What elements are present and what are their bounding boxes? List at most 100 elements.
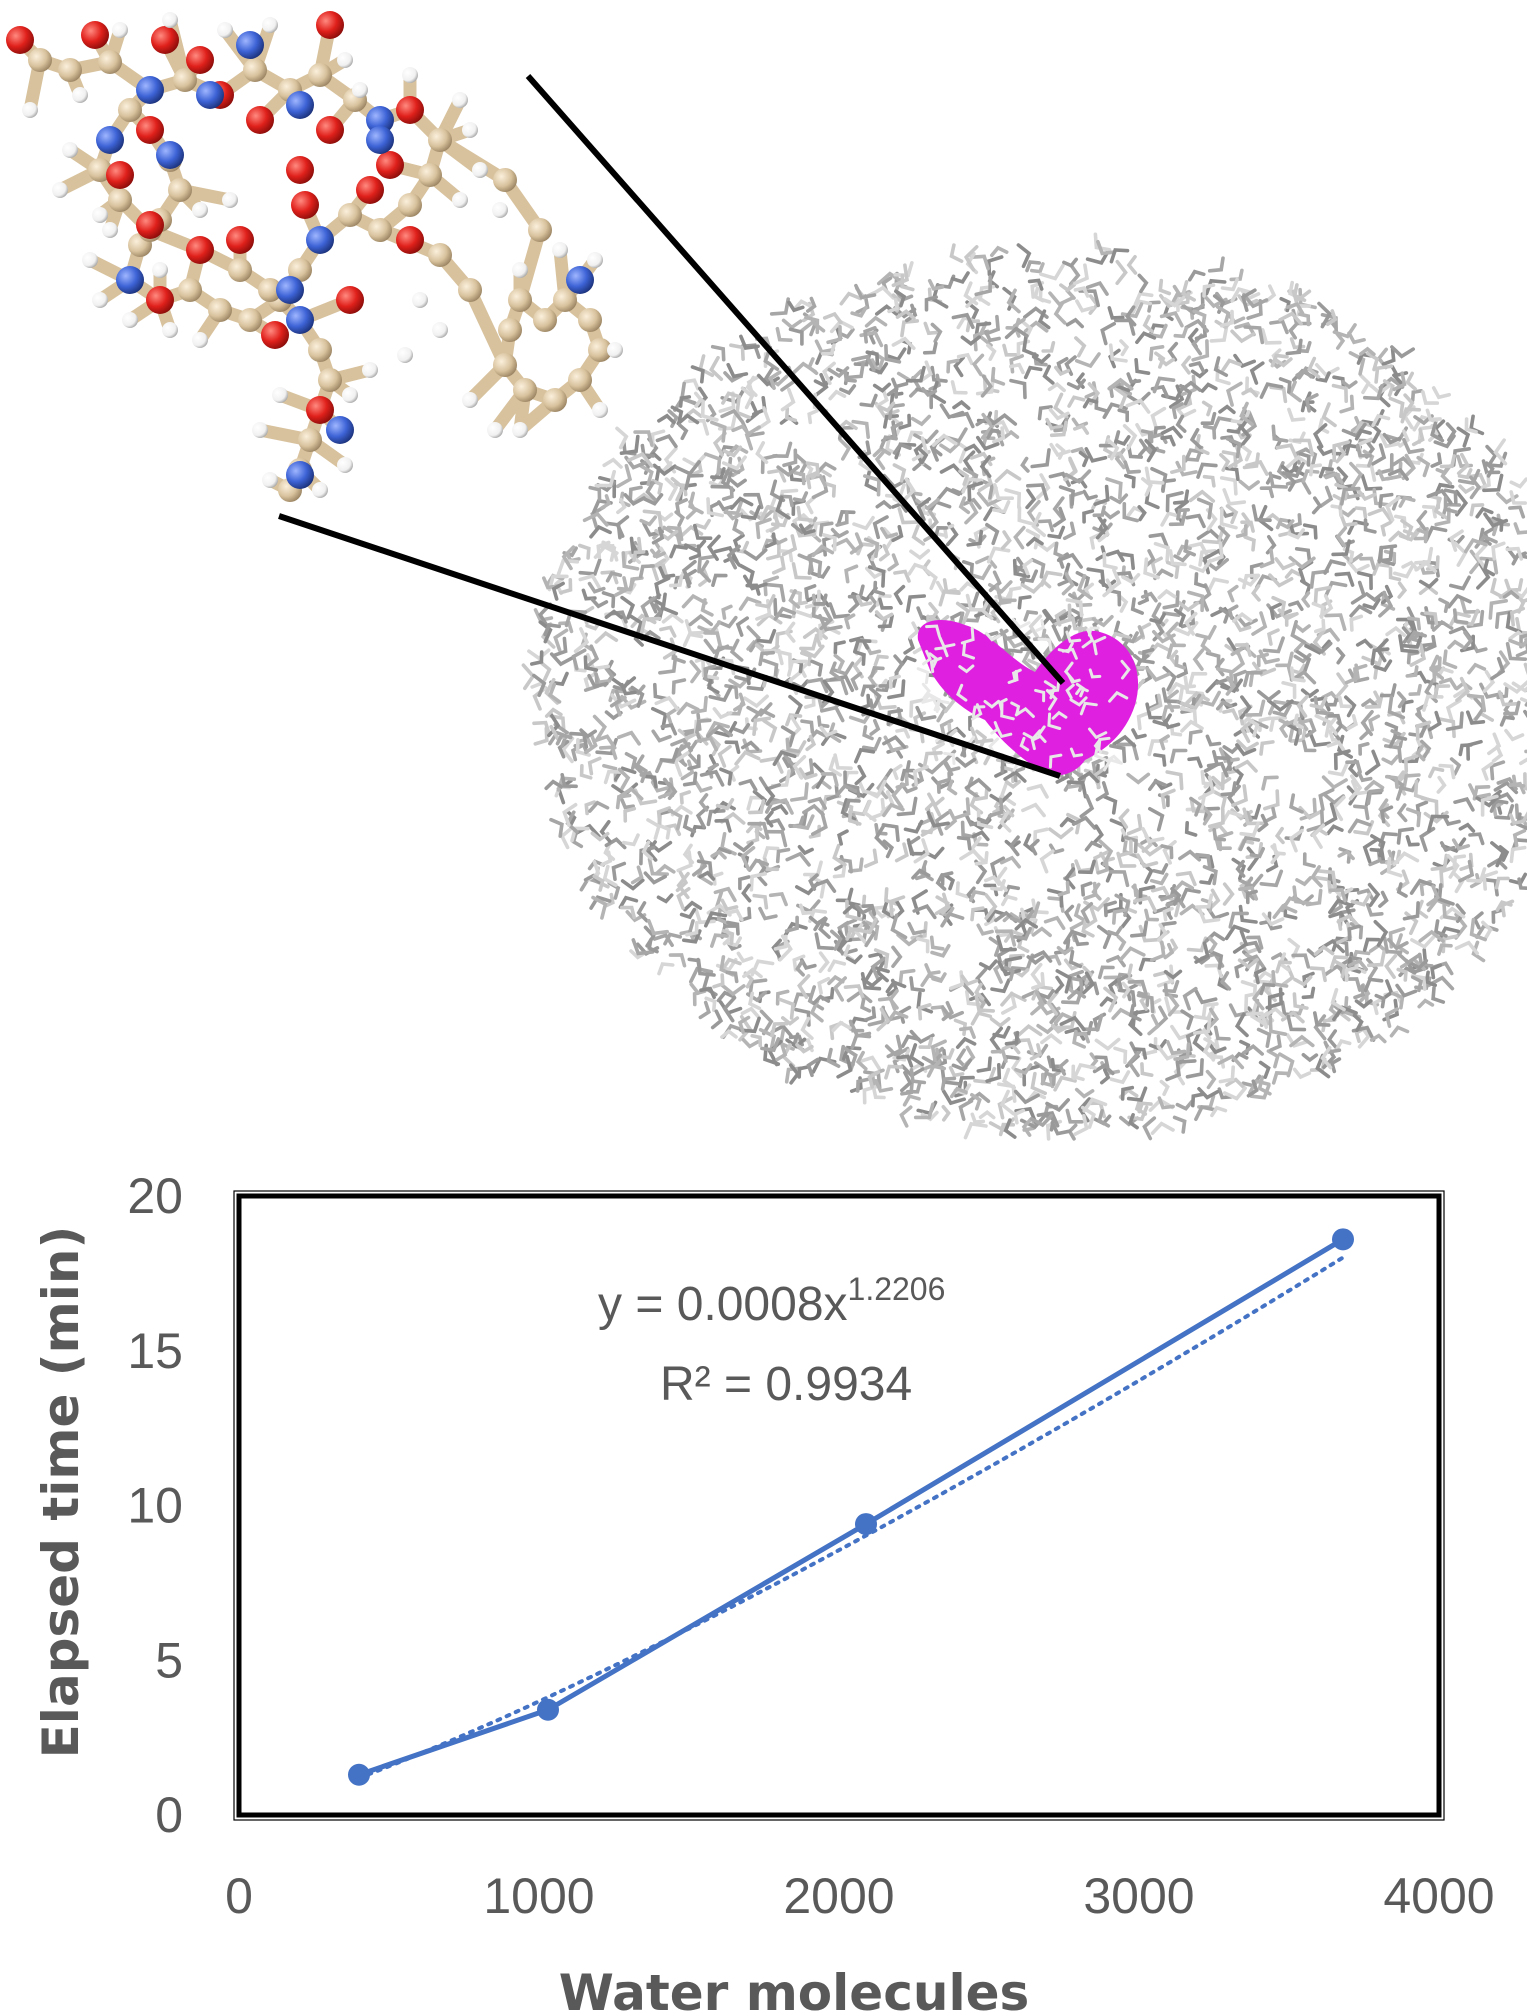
water-molecule xyxy=(913,1102,935,1120)
water-molecule xyxy=(781,534,798,557)
water-molecule xyxy=(1295,447,1309,465)
water-molecule xyxy=(1174,654,1186,670)
hydrogen-atom xyxy=(592,402,608,418)
water-molecule xyxy=(1199,873,1214,885)
water-molecule xyxy=(701,659,720,681)
carbon-atom xyxy=(428,243,452,267)
x-tick-label: 4000 xyxy=(1383,1868,1494,1924)
oxygen-atom xyxy=(316,116,344,144)
water-molecule xyxy=(1417,998,1435,1009)
water-molecule xyxy=(658,566,676,579)
water-molecule xyxy=(994,929,1017,947)
water-molecule xyxy=(1366,351,1380,372)
water-molecule xyxy=(1388,734,1408,749)
surface-water-molecule xyxy=(1036,725,1047,743)
water-molecule xyxy=(1259,548,1275,569)
water-molecule xyxy=(747,799,766,815)
water-molecule xyxy=(792,992,813,1008)
water-molecule xyxy=(1489,760,1506,781)
water-molecule xyxy=(1401,453,1416,481)
water-molecule xyxy=(1229,268,1244,282)
surface-water-molecule xyxy=(916,667,930,685)
water-molecule xyxy=(532,673,547,698)
water-molecule xyxy=(1128,1113,1139,1130)
water-molecule xyxy=(704,996,717,1013)
water-molecule xyxy=(1149,872,1169,886)
water-molecule xyxy=(1476,562,1491,590)
water-molecule xyxy=(1305,719,1317,738)
water-molecule xyxy=(587,581,606,594)
water-molecule xyxy=(862,920,877,948)
water-molecule xyxy=(703,911,728,928)
water-molecule xyxy=(870,956,886,982)
water-molecule xyxy=(1013,1108,1026,1125)
water-molecule xyxy=(818,916,831,939)
water-molecule xyxy=(724,683,739,700)
water-molecule xyxy=(891,336,916,351)
water-molecule xyxy=(963,1121,988,1140)
water-molecule xyxy=(875,593,892,607)
water-molecule xyxy=(742,574,768,591)
water-molecule xyxy=(1409,878,1436,895)
water-molecule xyxy=(1370,834,1386,858)
water-molecule xyxy=(549,817,564,838)
water-molecule xyxy=(1212,827,1227,842)
water-molecule xyxy=(1275,443,1299,460)
water-molecule xyxy=(1017,505,1034,526)
water-molecule xyxy=(1184,318,1209,333)
water-molecule xyxy=(1058,1059,1069,1076)
water-molecule xyxy=(1415,744,1426,762)
water-molecule xyxy=(1401,632,1424,649)
water-molecule xyxy=(926,810,951,828)
water-molecule xyxy=(835,887,854,903)
water-molecule xyxy=(1093,849,1111,875)
carbon-atom xyxy=(568,368,592,392)
water-molecule xyxy=(547,712,561,738)
water-molecule xyxy=(1515,812,1527,831)
water-molecule xyxy=(1205,734,1222,747)
water-molecule xyxy=(1070,976,1084,991)
water-molecule xyxy=(1115,378,1138,393)
water-molecule xyxy=(910,414,932,427)
water-molecule xyxy=(1119,1115,1140,1127)
hydrogen-atom xyxy=(397,347,413,363)
water-molecule xyxy=(1261,775,1279,791)
surface-water-molecule xyxy=(1120,659,1131,680)
water-molecule xyxy=(1049,420,1068,438)
water-molecule xyxy=(1047,382,1066,393)
water-molecule xyxy=(1427,975,1455,991)
water-molecule xyxy=(1259,486,1275,499)
y-tick-label: 20 xyxy=(127,1168,183,1224)
water-molecule xyxy=(894,289,907,308)
surface-water-molecule xyxy=(1011,617,1031,630)
water-molecule xyxy=(1512,828,1527,848)
water-molecule xyxy=(1371,443,1387,466)
water-molecule xyxy=(680,759,695,781)
water-molecule xyxy=(1427,814,1450,833)
water-molecule xyxy=(839,384,857,396)
water-molecule xyxy=(826,324,842,345)
water-molecule xyxy=(639,616,662,636)
water-molecule xyxy=(708,685,733,703)
water-molecule xyxy=(1188,489,1216,503)
water-molecule xyxy=(1392,563,1415,579)
water-molecule xyxy=(643,774,658,789)
water-molecule xyxy=(1454,489,1469,517)
water-molecule xyxy=(1153,753,1167,767)
water-molecule xyxy=(1214,657,1225,677)
nitrogen-atom xyxy=(96,126,124,154)
water-molecule xyxy=(1408,723,1428,738)
water-molecule xyxy=(1362,597,1381,611)
surface-water-molecule xyxy=(1105,754,1122,764)
water-molecule xyxy=(646,818,662,841)
water-molecule xyxy=(1381,584,1394,605)
water-molecule xyxy=(1028,614,1043,641)
carbon-atom xyxy=(168,178,192,202)
water-molecule xyxy=(1003,1118,1017,1139)
water-molecule xyxy=(1285,338,1303,356)
water-molecule xyxy=(712,720,738,738)
surface-water-molecule xyxy=(1069,696,1088,707)
water-molecule xyxy=(1062,521,1077,541)
water-molecule xyxy=(1059,282,1076,293)
water-molecule xyxy=(1033,827,1049,846)
